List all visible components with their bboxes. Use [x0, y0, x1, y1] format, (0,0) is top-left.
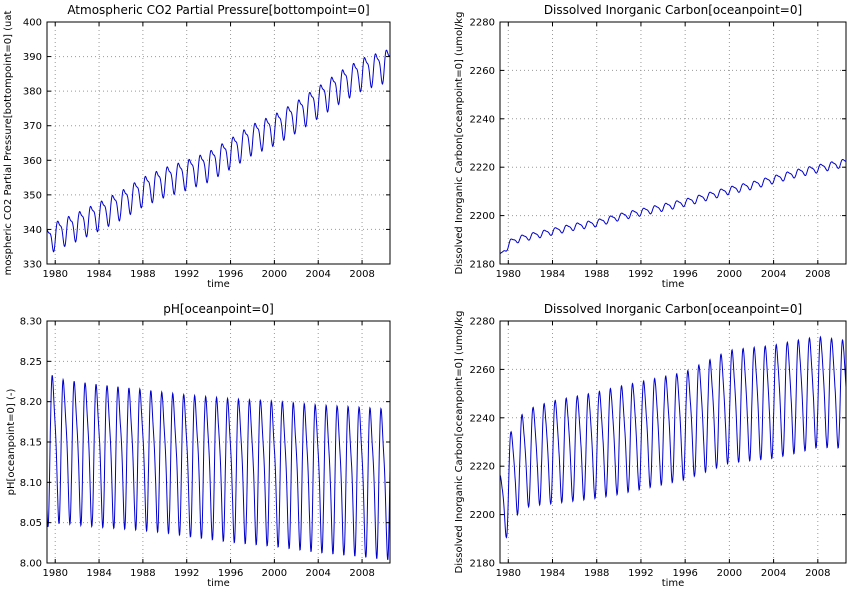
svg-text:2260: 2260: [470, 365, 495, 376]
svg-text:2004: 2004: [305, 568, 330, 579]
svg-text:400: 400: [23, 18, 42, 29]
svg-text:1980: 1980: [496, 269, 521, 280]
svg-text:1988: 1988: [130, 568, 155, 579]
chart-title: Atmospheric CO2 Partial Pressure[bottomp…: [67, 3, 370, 17]
svg-text:2220: 2220: [470, 462, 495, 473]
svg-text:2000: 2000: [717, 269, 742, 280]
svg-text:2004: 2004: [761, 269, 786, 280]
svg-text:8.15: 8.15: [20, 438, 42, 449]
svg-text:2008: 2008: [349, 269, 374, 280]
svg-text:8.30: 8.30: [20, 317, 42, 328]
svg-text:1996: 1996: [218, 568, 243, 579]
svg-text:1996: 1996: [672, 568, 697, 579]
svg-text:2280: 2280: [470, 317, 495, 328]
svg-text:1988: 1988: [584, 269, 609, 280]
plot-area: Dissolved Inorganic Carbon[oceanpoint=0]…: [454, 12, 847, 280]
plot-area: Dissolved Inorganic Carbon[oceanpoint=0]…: [454, 311, 847, 579]
svg-text:2220: 2220: [470, 163, 495, 174]
chart-atmospheric-co2-partial-pressure: Atmospheric CO2 Partial Pressure[bottomp…: [3, 3, 391, 290]
chart-title: Dissolved Inorganic Carbon[oceanpoint=0]: [543, 302, 803, 316]
svg-text:8.00: 8.00: [20, 559, 42, 570]
y-axis-label: Dissolved Inorganic Carbon[oceanpoint=0]…: [454, 311, 465, 574]
svg-text:1988: 1988: [584, 568, 609, 579]
svg-text:340: 340: [23, 225, 42, 236]
svg-text:1988: 1988: [130, 269, 155, 280]
svg-text:2200: 2200: [470, 211, 495, 222]
svg-text:1992: 1992: [174, 568, 199, 579]
svg-text:1980: 1980: [496, 568, 521, 579]
svg-text:2000: 2000: [262, 269, 287, 280]
x-axis-label: time: [207, 578, 230, 589]
svg-text:2008: 2008: [349, 568, 374, 579]
chart-dissolved-inorganic-carbon-top: Dissolved Inorganic Carbon[oceanpoint=0]…: [454, 3, 847, 290]
svg-text:1996: 1996: [218, 269, 243, 280]
y-axis-label: Dissolved Inorganic Carbon[oceanpoint=0]…: [454, 12, 465, 275]
plot-area: pH[oceanpoint=0] (-) 1980 1984 1988 1992 199…: [6, 317, 391, 579]
svg-text:2240: 2240: [470, 413, 495, 424]
svg-text:2260: 2260: [470, 66, 495, 77]
x-axis-label: time: [207, 279, 230, 290]
svg-text:2008: 2008: [805, 269, 830, 280]
y-axis-label: mospheric CO2 Partial Pressure[bottompoi…: [3, 10, 14, 275]
svg-text:380: 380: [23, 87, 42, 98]
svg-text:8.10: 8.10: [20, 478, 42, 489]
svg-text:1984: 1984: [540, 269, 565, 280]
svg-text:360: 360: [23, 156, 42, 167]
chart-dissolved-inorganic-carbon-bottom: Dissolved Inorganic Carbon[oceanpoint=0]…: [454, 302, 847, 589]
svg-text:1992: 1992: [628, 568, 653, 579]
svg-text:330: 330: [23, 260, 42, 271]
svg-text:8.25: 8.25: [20, 357, 42, 368]
chart-title: pH[oceanpoint=0]: [163, 302, 274, 316]
svg-text:350: 350: [23, 190, 42, 201]
svg-text:390: 390: [23, 52, 42, 63]
plot-area: mospheric CO2 Partial Pressure[bottompoi…: [3, 10, 391, 280]
svg-text:2004: 2004: [761, 568, 786, 579]
svg-text:1992: 1992: [174, 269, 199, 280]
chart-title: Dissolved Inorganic Carbon[oceanpoint=0]: [543, 3, 803, 17]
svg-text:2000: 2000: [717, 568, 742, 579]
x-axis-label: time: [661, 578, 685, 589]
chart-ph-oceanpoint: pH[oceanpoint=0] pH[oceanpoint=0] (-) 19…: [6, 302, 391, 589]
svg-text:2004: 2004: [305, 269, 330, 280]
svg-text:2180: 2180: [470, 559, 495, 570]
y-axis-label: pH[oceanpoint=0] (-): [6, 389, 17, 496]
svg-text:1984: 1984: [540, 568, 565, 579]
svg-text:2280: 2280: [470, 18, 495, 29]
svg-text:2200: 2200: [470, 510, 495, 521]
svg-text:1980: 1980: [42, 568, 67, 579]
svg-text:1984: 1984: [86, 269, 111, 280]
svg-text:1996: 1996: [672, 269, 697, 280]
svg-text:1980: 1980: [42, 269, 67, 280]
svg-text:2240: 2240: [470, 114, 495, 125]
svg-text:1992: 1992: [628, 269, 653, 280]
svg-text:8.05: 8.05: [20, 518, 42, 529]
x-axis-label: time: [661, 279, 685, 290]
svg-text:2180: 2180: [470, 260, 495, 271]
svg-text:8.20: 8.20: [20, 397, 42, 408]
svg-text:2008: 2008: [805, 568, 830, 579]
svg-text:2000: 2000: [262, 568, 287, 579]
svg-text:370: 370: [23, 121, 42, 132]
svg-text:1984: 1984: [86, 568, 111, 579]
